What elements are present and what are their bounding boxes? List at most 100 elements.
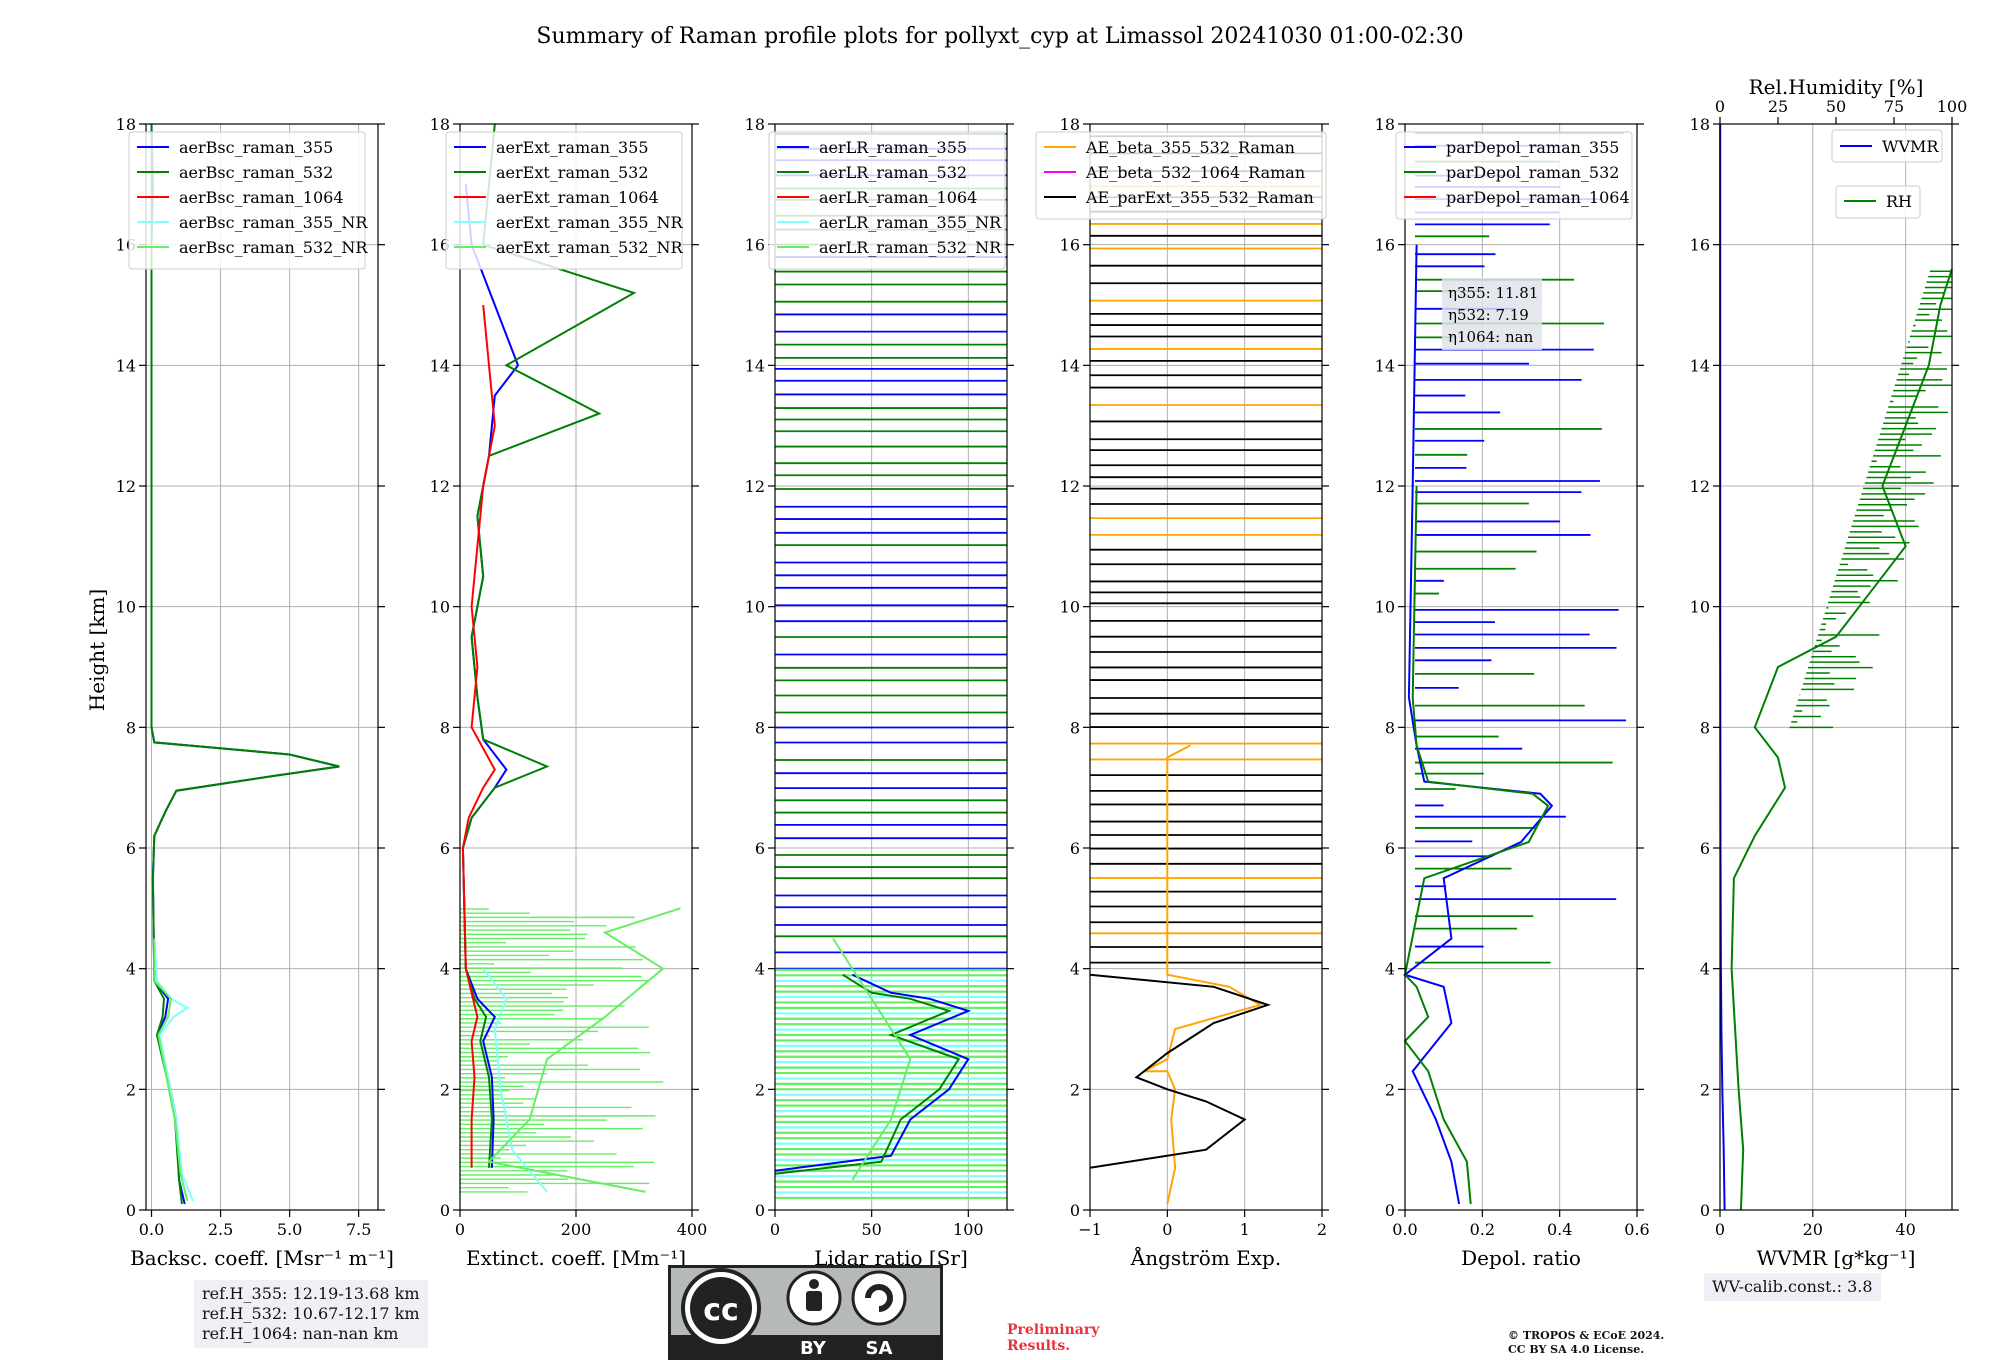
- y-tick-label: 14: [1690, 356, 1710, 375]
- wv-calib-box: WV-calib.const.: 3.8: [1704, 1273, 1881, 1301]
- wv-calib-label: WV-calib.const.: 3.8: [1712, 1277, 1873, 1296]
- x-tick-label: 200: [561, 1220, 592, 1239]
- series-aerLR_raman_532_NR: [832, 937, 912, 1181]
- legend-entry: aerBsc_raman_1064: [179, 188, 344, 207]
- legend-entry: aerLR_raman_532_NR: [819, 238, 1002, 257]
- y-tick-label: 10: [1690, 598, 1710, 617]
- eta-annotation: η355: 11.81 η532: 7.19 η1064: nan: [1442, 278, 1542, 350]
- license-by-label: BY: [800, 1338, 827, 1359]
- cc-by-sa-icon: cc BY SA: [668, 1265, 943, 1360]
- x2-tick-label: 50: [1826, 97, 1846, 116]
- legend: parDepol_raman_355 parDepol_raman_532 parD…: [1395, 131, 1633, 220]
- series-aerExt_raman_355: [461, 184, 520, 1168]
- y-tick-label: 14: [116, 356, 136, 375]
- y-tick-label: 2: [1700, 1080, 1710, 1099]
- y-tick-label: 8: [440, 718, 450, 737]
- y-tick-label: 12: [1375, 477, 1395, 496]
- y-tick-label: 16: [1375, 236, 1395, 255]
- x-tick-label: 0: [770, 1220, 780, 1239]
- preliminary-line-2: Results.: [1007, 1338, 1071, 1354]
- y-tick-label: 4: [440, 960, 450, 979]
- y-tick-label: 2: [1070, 1080, 1080, 1099]
- y-tick-label: 18: [745, 115, 765, 134]
- y-tick-label: 6: [126, 839, 136, 858]
- legend-frame: [445, 131, 683, 270]
- preliminary-note: Preliminary Results.: [1007, 1322, 1147, 1354]
- copyright-line-2: CC BY SA 4.0 License.: [1508, 1343, 1645, 1356]
- series-aerBsc_raman_355_NR: [153, 938, 194, 1202]
- series-parDepol_raman_355: [1402, 244, 1554, 1205]
- y-tick-label: 10: [116, 598, 136, 617]
- y-tick-label: 0: [1070, 1201, 1080, 1220]
- y-tick-label: 0: [1385, 1201, 1395, 1220]
- x-tick-label: 400: [677, 1220, 708, 1239]
- y-tick-label: 8: [755, 718, 765, 737]
- x-tick-label: 40: [1895, 1220, 1915, 1239]
- ref-h-532: ref.H_532: 10.67-12.17 km: [202, 1304, 420, 1323]
- y-tick-label: 2: [126, 1080, 136, 1099]
- y-tick-label: 10: [430, 598, 450, 617]
- y-tick-label: 18: [430, 115, 450, 134]
- y-tick-label: 6: [1700, 839, 1710, 858]
- panel-wv: 0 2 4 6 8 10 12 14 16 18 0 20 40 WVMR [g*kg⁻¹] 0 25 50 75…: [1690, 75, 1968, 1270]
- y-tick-label: 4: [1385, 960, 1395, 979]
- y-tick-label: 6: [1070, 839, 1080, 858]
- legend-entry: aerExt_raman_532_NR: [496, 238, 684, 257]
- y-tick-label: 4: [1070, 960, 1080, 979]
- legend-entry: aerExt_raman_355: [496, 138, 649, 157]
- y-axis-label: Height [km]: [85, 589, 109, 711]
- y-tick-label: 18: [1690, 115, 1710, 134]
- y-tick-label: 18: [1375, 115, 1395, 134]
- series-aerExt_raman_1064: [461, 304, 496, 1168]
- legend-entry: aerBsc_raman_532_NR: [179, 238, 368, 257]
- series-aerExt_raman_532: [461, 123, 637, 1168]
- y-tick-label: 12: [1690, 477, 1710, 496]
- legend-entry: aerBsc_raman_532: [179, 163, 333, 182]
- y-tick-label: 2: [440, 1080, 450, 1099]
- y-tick-label: 10: [1060, 598, 1080, 617]
- x-tick-label: 50: [861, 1220, 881, 1239]
- legend-entry: aerExt_raman_532: [496, 163, 649, 182]
- x2-axis-label: Rel.Humidity [%]: [1749, 75, 1924, 99]
- legend-frame: [1035, 131, 1327, 220]
- y-tick-label: 14: [1375, 356, 1395, 375]
- y-tick-label: 16: [745, 236, 765, 255]
- panel-depol: 0 2 4 6 8 10 12 14 16 18 0.0 0.2 0.4 0.6 Depol. ratio p…: [1375, 115, 1650, 1270]
- y-tick-label: 12: [1060, 477, 1080, 496]
- y-tick-label: 10: [745, 598, 765, 617]
- x-tick-label: 1: [1240, 1220, 1250, 1239]
- series-AE_beta_355_532_Raman: [1143, 744, 1263, 1205]
- x-tick-label: 5.0: [277, 1220, 302, 1239]
- x-tick-label: 0.0: [1392, 1220, 1417, 1239]
- y-tick-label: 8: [1700, 718, 1710, 737]
- x2-tick-label: 100: [1937, 97, 1968, 116]
- x2-tick-label: 25: [1768, 97, 1788, 116]
- x-tick-label: −1: [1078, 1220, 1102, 1239]
- axes-frame: [1404, 123, 1638, 1211]
- eta-label: η1064: nan: [1448, 328, 1534, 346]
- y-tick-label: 12: [745, 477, 765, 496]
- x-tick-label: 0: [1162, 1220, 1172, 1239]
- series-parDepol_raman_532: [1403, 485, 1550, 1205]
- legend-entry: parDepol_raman_355: [1446, 138, 1619, 157]
- legend: aerExt_raman_355 aerExt_raman_532 aerExt_r…: [445, 131, 684, 270]
- legend-frame: [1395, 131, 1633, 220]
- y-tick-label: 16: [1060, 236, 1080, 255]
- x-tick-label: 2.5: [208, 1220, 233, 1239]
- reference-height-box: ref.H_355: 12.19-13.68 km ref.H_532: 10.…: [194, 1280, 428, 1348]
- y-tick-label: 12: [430, 477, 450, 496]
- copyright-line-1: © TROPOS & ECoE 2024.: [1508, 1329, 1665, 1342]
- x-axis-label: Backsc. coeff. [Msr⁻¹ m⁻¹]: [130, 1246, 394, 1270]
- legend-entry: aerLR_raman_532: [819, 163, 967, 182]
- svg-text:cc: cc: [703, 1293, 739, 1328]
- ref-h-1064: ref.H_1064: nan-nan km: [202, 1324, 399, 1343]
- x-axis-label: Extinct. coeff. [Mm⁻¹]: [466, 1246, 686, 1270]
- y-tick-label: 2: [1385, 1080, 1395, 1099]
- y-tick-label: 16: [430, 236, 450, 255]
- x-tick-label: 0: [1715, 1220, 1725, 1239]
- legend-entry: aerExt_raman_1064: [496, 188, 659, 207]
- series-RH: [1730, 268, 1953, 1211]
- legend-entry: AE_beta_355_532_Raman: [1085, 138, 1295, 157]
